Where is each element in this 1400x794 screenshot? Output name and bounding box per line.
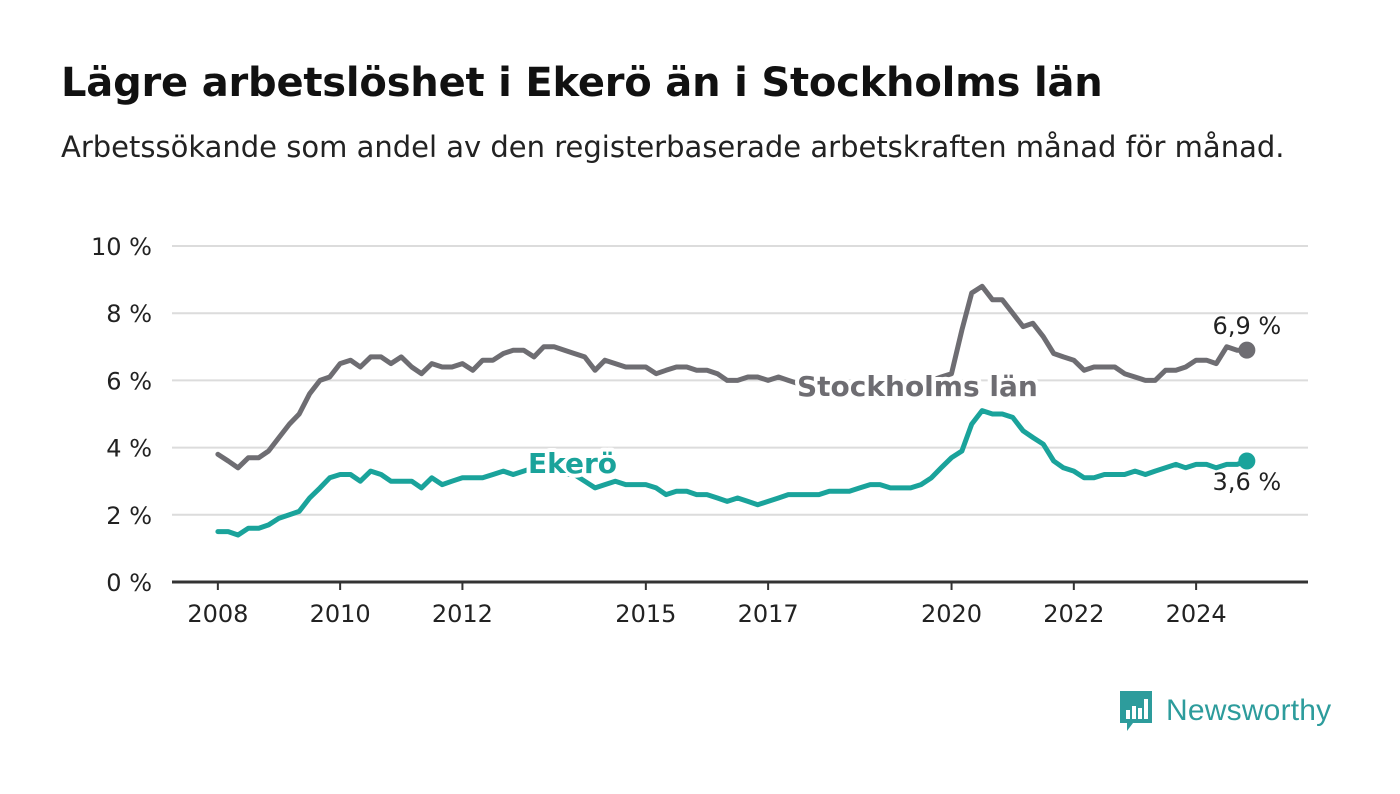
series-labels: 6,9 % 3,6 % Stockholms län Ekerö bbox=[524, 312, 1282, 496]
x-tick-label: 2008 bbox=[187, 600, 248, 628]
brand: Newsworthy bbox=[1118, 690, 1331, 732]
y-tick-label: 8 % bbox=[106, 300, 152, 328]
y-tick-label: 2 % bbox=[106, 502, 152, 530]
series-line-ekero bbox=[215, 408, 1250, 538]
newsworthy-logo-icon bbox=[1120, 691, 1152, 731]
x-tick-label: 2017 bbox=[738, 600, 799, 628]
y-tick-label: 10 % bbox=[91, 233, 152, 261]
x-tick-label: 2010 bbox=[310, 600, 371, 628]
y-axis-tick-labels: 0 % 2 % 4 % 6 % 8 % 10 % bbox=[91, 233, 152, 597]
x-tick-label: 2015 bbox=[615, 600, 676, 628]
series-end-marker bbox=[1238, 452, 1256, 470]
x-tick-label: 2024 bbox=[1166, 600, 1227, 628]
chart-title: Lägre arbetslöshet i Ekerö än i Stockhol… bbox=[61, 60, 1103, 106]
y-tick-label: 4 % bbox=[106, 435, 152, 463]
series-end-value-label: 3,6 % bbox=[1213, 468, 1282, 496]
series-name-label: Ekerö bbox=[528, 447, 617, 480]
x-tick-label: 2020 bbox=[921, 600, 982, 628]
series-end-value-label: 6,9 % bbox=[1213, 312, 1282, 340]
x-tick-label: 2022 bbox=[1043, 600, 1104, 628]
series-lines bbox=[215, 283, 1256, 538]
series-line-stockholms-lan bbox=[215, 283, 1250, 471]
y-tick-label: 6 % bbox=[106, 367, 152, 395]
y-tick-label: 0 % bbox=[106, 569, 152, 597]
brand-name: Newsworthy bbox=[1166, 694, 1332, 727]
series-name-label: Stockholms län bbox=[797, 370, 1038, 403]
x-axis: 2008 2010 2012 2015 2017 2020 2022 2024 bbox=[172, 580, 1308, 628]
chart-subtitle: Arbetssökande som andel av den registerb… bbox=[61, 130, 1285, 164]
series-end-marker bbox=[1238, 341, 1256, 359]
x-tick-label: 2012 bbox=[432, 600, 493, 628]
